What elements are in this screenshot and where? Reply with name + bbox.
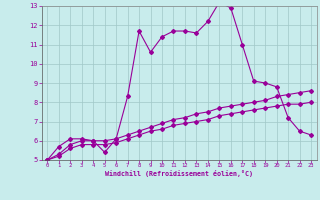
X-axis label: Windchill (Refroidissement éolien,°C): Windchill (Refroidissement éolien,°C) xyxy=(105,170,253,177)
